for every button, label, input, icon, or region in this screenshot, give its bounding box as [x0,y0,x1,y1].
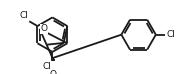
Text: Cl: Cl [166,30,175,39]
Text: O: O [49,70,56,74]
Text: Cl: Cl [43,62,52,71]
Text: O: O [40,24,47,33]
Text: Cl: Cl [20,11,29,20]
